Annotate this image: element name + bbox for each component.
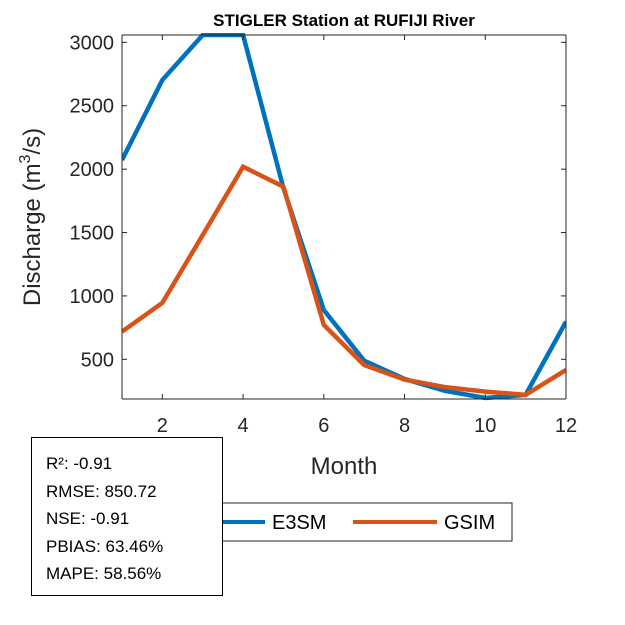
x-axis-label: Month (311, 453, 378, 480)
y-tick-label: 500 (81, 349, 114, 371)
y-tick-label: 1500 (70, 223, 115, 245)
legend-label-gsim: GSIM (444, 512, 495, 534)
y-axis-label-suffix: /s) (19, 128, 46, 155)
y-axis-label-sup: 3 (17, 154, 34, 163)
stat-rmse: RMSE: 850.72 (46, 481, 157, 501)
x-tick-label: 2 (157, 415, 168, 437)
stat-mape: MAPE: 58.56% (46, 564, 162, 583)
y-tick-label: 3000 (70, 32, 115, 54)
x-tick-label: 12 (555, 415, 577, 437)
legend: E3SM GSIM (171, 502, 513, 542)
chart-title: STIGLER Station at RUFIJI River (213, 11, 475, 30)
x-tick-label: 6 (318, 415, 329, 437)
stats-box: R²: -0.91 RMSE: 850.72 NSE: -0.91 PBIAS:… (31, 437, 223, 596)
plot-area: 2 4 6 8 10 12 500 1000 1500 2000 2500 3000 (70, 32, 578, 437)
series-line-e3sm (122, 33, 566, 401)
y-tick-label: 1000 (70, 286, 115, 308)
x-tick-label: 4 (238, 415, 249, 437)
stat-pbias: PBIAS: 63.46% (46, 536, 164, 556)
y-tick-label: 2000 (70, 159, 115, 181)
x-tick-label: 10 (474, 415, 496, 437)
y-tick-label: 2500 (70, 96, 115, 118)
legend-label-e3sm: E3SM (272, 512, 326, 534)
stat-r2: R²: -0.91 (46, 454, 113, 473)
x-tick-label: 8 (399, 415, 410, 437)
stat-nse: NSE: -0.91 (46, 509, 130, 528)
y-axis-label-prefix: Discharge (m (19, 163, 46, 306)
series-line-gsim (122, 163, 566, 398)
y-axis-label: Discharge (m3/s) (17, 128, 46, 306)
